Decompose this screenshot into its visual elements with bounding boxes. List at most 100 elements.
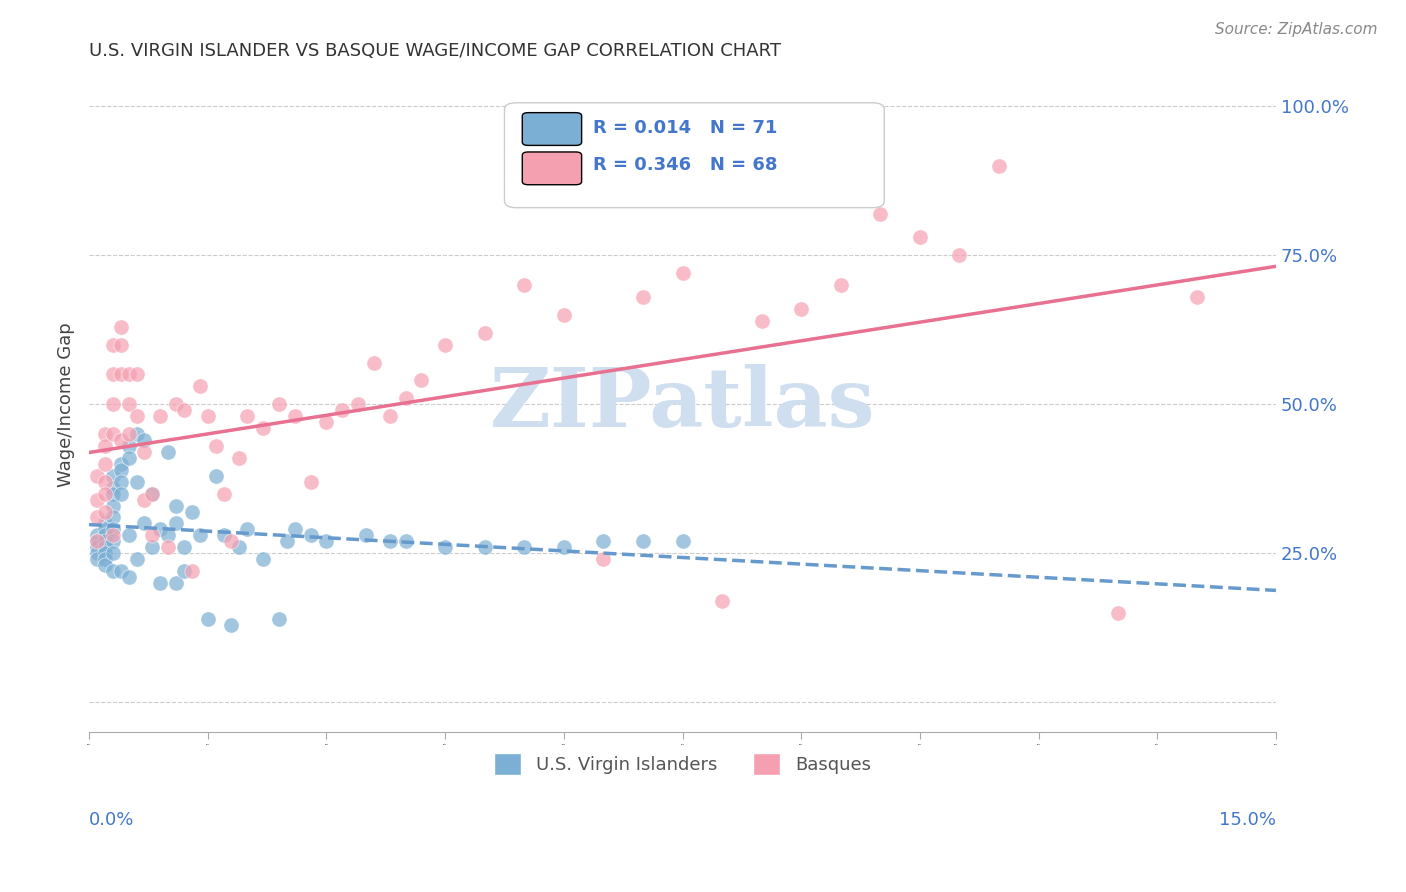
Point [101, 486, 124, 500]
Point [86, 510, 108, 524]
Point [117, 368, 139, 382]
Point [1107, 606, 1129, 620]
Point [110, 475, 132, 489]
Point [110, 457, 132, 471]
Point [354, 528, 377, 542]
Point [86, 492, 108, 507]
Point [110, 433, 132, 447]
Point [631, 290, 654, 304]
Point [434, 337, 457, 351]
Point [212, 528, 235, 542]
Point [94, 523, 117, 537]
Point [299, 475, 322, 489]
Point [101, 564, 124, 578]
Point [110, 463, 132, 477]
Point [94, 534, 117, 549]
Point [267, 612, 290, 626]
Point [267, 397, 290, 411]
Point [110, 337, 132, 351]
Point [141, 486, 163, 500]
Point [101, 499, 124, 513]
Point [315, 534, 337, 549]
Point [94, 427, 117, 442]
Point [592, 534, 614, 549]
Point [553, 308, 575, 322]
Point [181, 564, 204, 578]
Point [134, 433, 156, 447]
Point [94, 516, 117, 531]
Point [117, 528, 139, 542]
Point [110, 486, 132, 500]
Point [94, 486, 117, 500]
Text: Source: ZipAtlas.com: Source: ZipAtlas.com [1215, 22, 1378, 37]
Point [347, 397, 370, 411]
Point [125, 475, 148, 489]
Point [908, 230, 931, 244]
Point [110, 564, 132, 578]
Point [86, 546, 108, 560]
Point [149, 576, 172, 591]
Point [394, 392, 416, 406]
Point [363, 355, 385, 369]
Point [134, 516, 156, 531]
Point [236, 409, 259, 424]
Point [631, 534, 654, 549]
FancyBboxPatch shape [522, 112, 582, 145]
Point [711, 594, 734, 608]
Point [125, 427, 148, 442]
Point [101, 427, 124, 442]
Text: U.S. VIRGIN ISLANDER VS BASQUE WAGE/INCOME GAP CORRELATION CHART: U.S. VIRGIN ISLANDER VS BASQUE WAGE/INCO… [89, 42, 782, 60]
Point [141, 528, 163, 542]
Point [86, 541, 108, 555]
Point [165, 516, 187, 531]
Point [513, 541, 536, 555]
Point [117, 427, 139, 442]
Point [284, 409, 307, 424]
Point [141, 486, 163, 500]
Point [474, 541, 496, 555]
Point [86, 534, 108, 549]
Legend: U.S. Virgin Islanders, Basques: U.S. Virgin Islanders, Basques [486, 746, 877, 782]
Point [101, 546, 124, 560]
Point [101, 397, 124, 411]
Point [378, 534, 401, 549]
Point [141, 541, 163, 555]
Point [869, 206, 891, 220]
Point [411, 374, 433, 388]
Point [948, 248, 970, 262]
Point [94, 528, 117, 542]
Point [299, 528, 322, 542]
Point [157, 445, 180, 459]
Point [671, 266, 693, 280]
Point [149, 409, 172, 424]
Point [394, 534, 416, 549]
Point [197, 612, 219, 626]
Text: 15.0%: 15.0% [1219, 811, 1277, 829]
Point [110, 368, 132, 382]
Point [86, 528, 108, 542]
Point [671, 534, 693, 549]
Text: ZIPatlas: ZIPatlas [489, 364, 876, 444]
Point [988, 159, 1011, 173]
Point [101, 368, 124, 382]
Point [434, 541, 457, 555]
Point [204, 439, 226, 453]
Point [252, 421, 274, 435]
Point [173, 564, 195, 578]
Point [197, 409, 219, 424]
Text: R = 0.014   N = 71: R = 0.014 N = 71 [593, 119, 778, 136]
Point [101, 468, 124, 483]
FancyBboxPatch shape [522, 152, 582, 185]
Point [228, 450, 250, 465]
Point [221, 617, 243, 632]
Point [252, 552, 274, 566]
Point [125, 368, 148, 382]
Point [101, 481, 124, 495]
Point [110, 319, 132, 334]
Point [751, 314, 773, 328]
Point [117, 397, 139, 411]
Point [315, 415, 337, 429]
Point [94, 541, 117, 555]
Point [101, 534, 124, 549]
Point [181, 504, 204, 518]
